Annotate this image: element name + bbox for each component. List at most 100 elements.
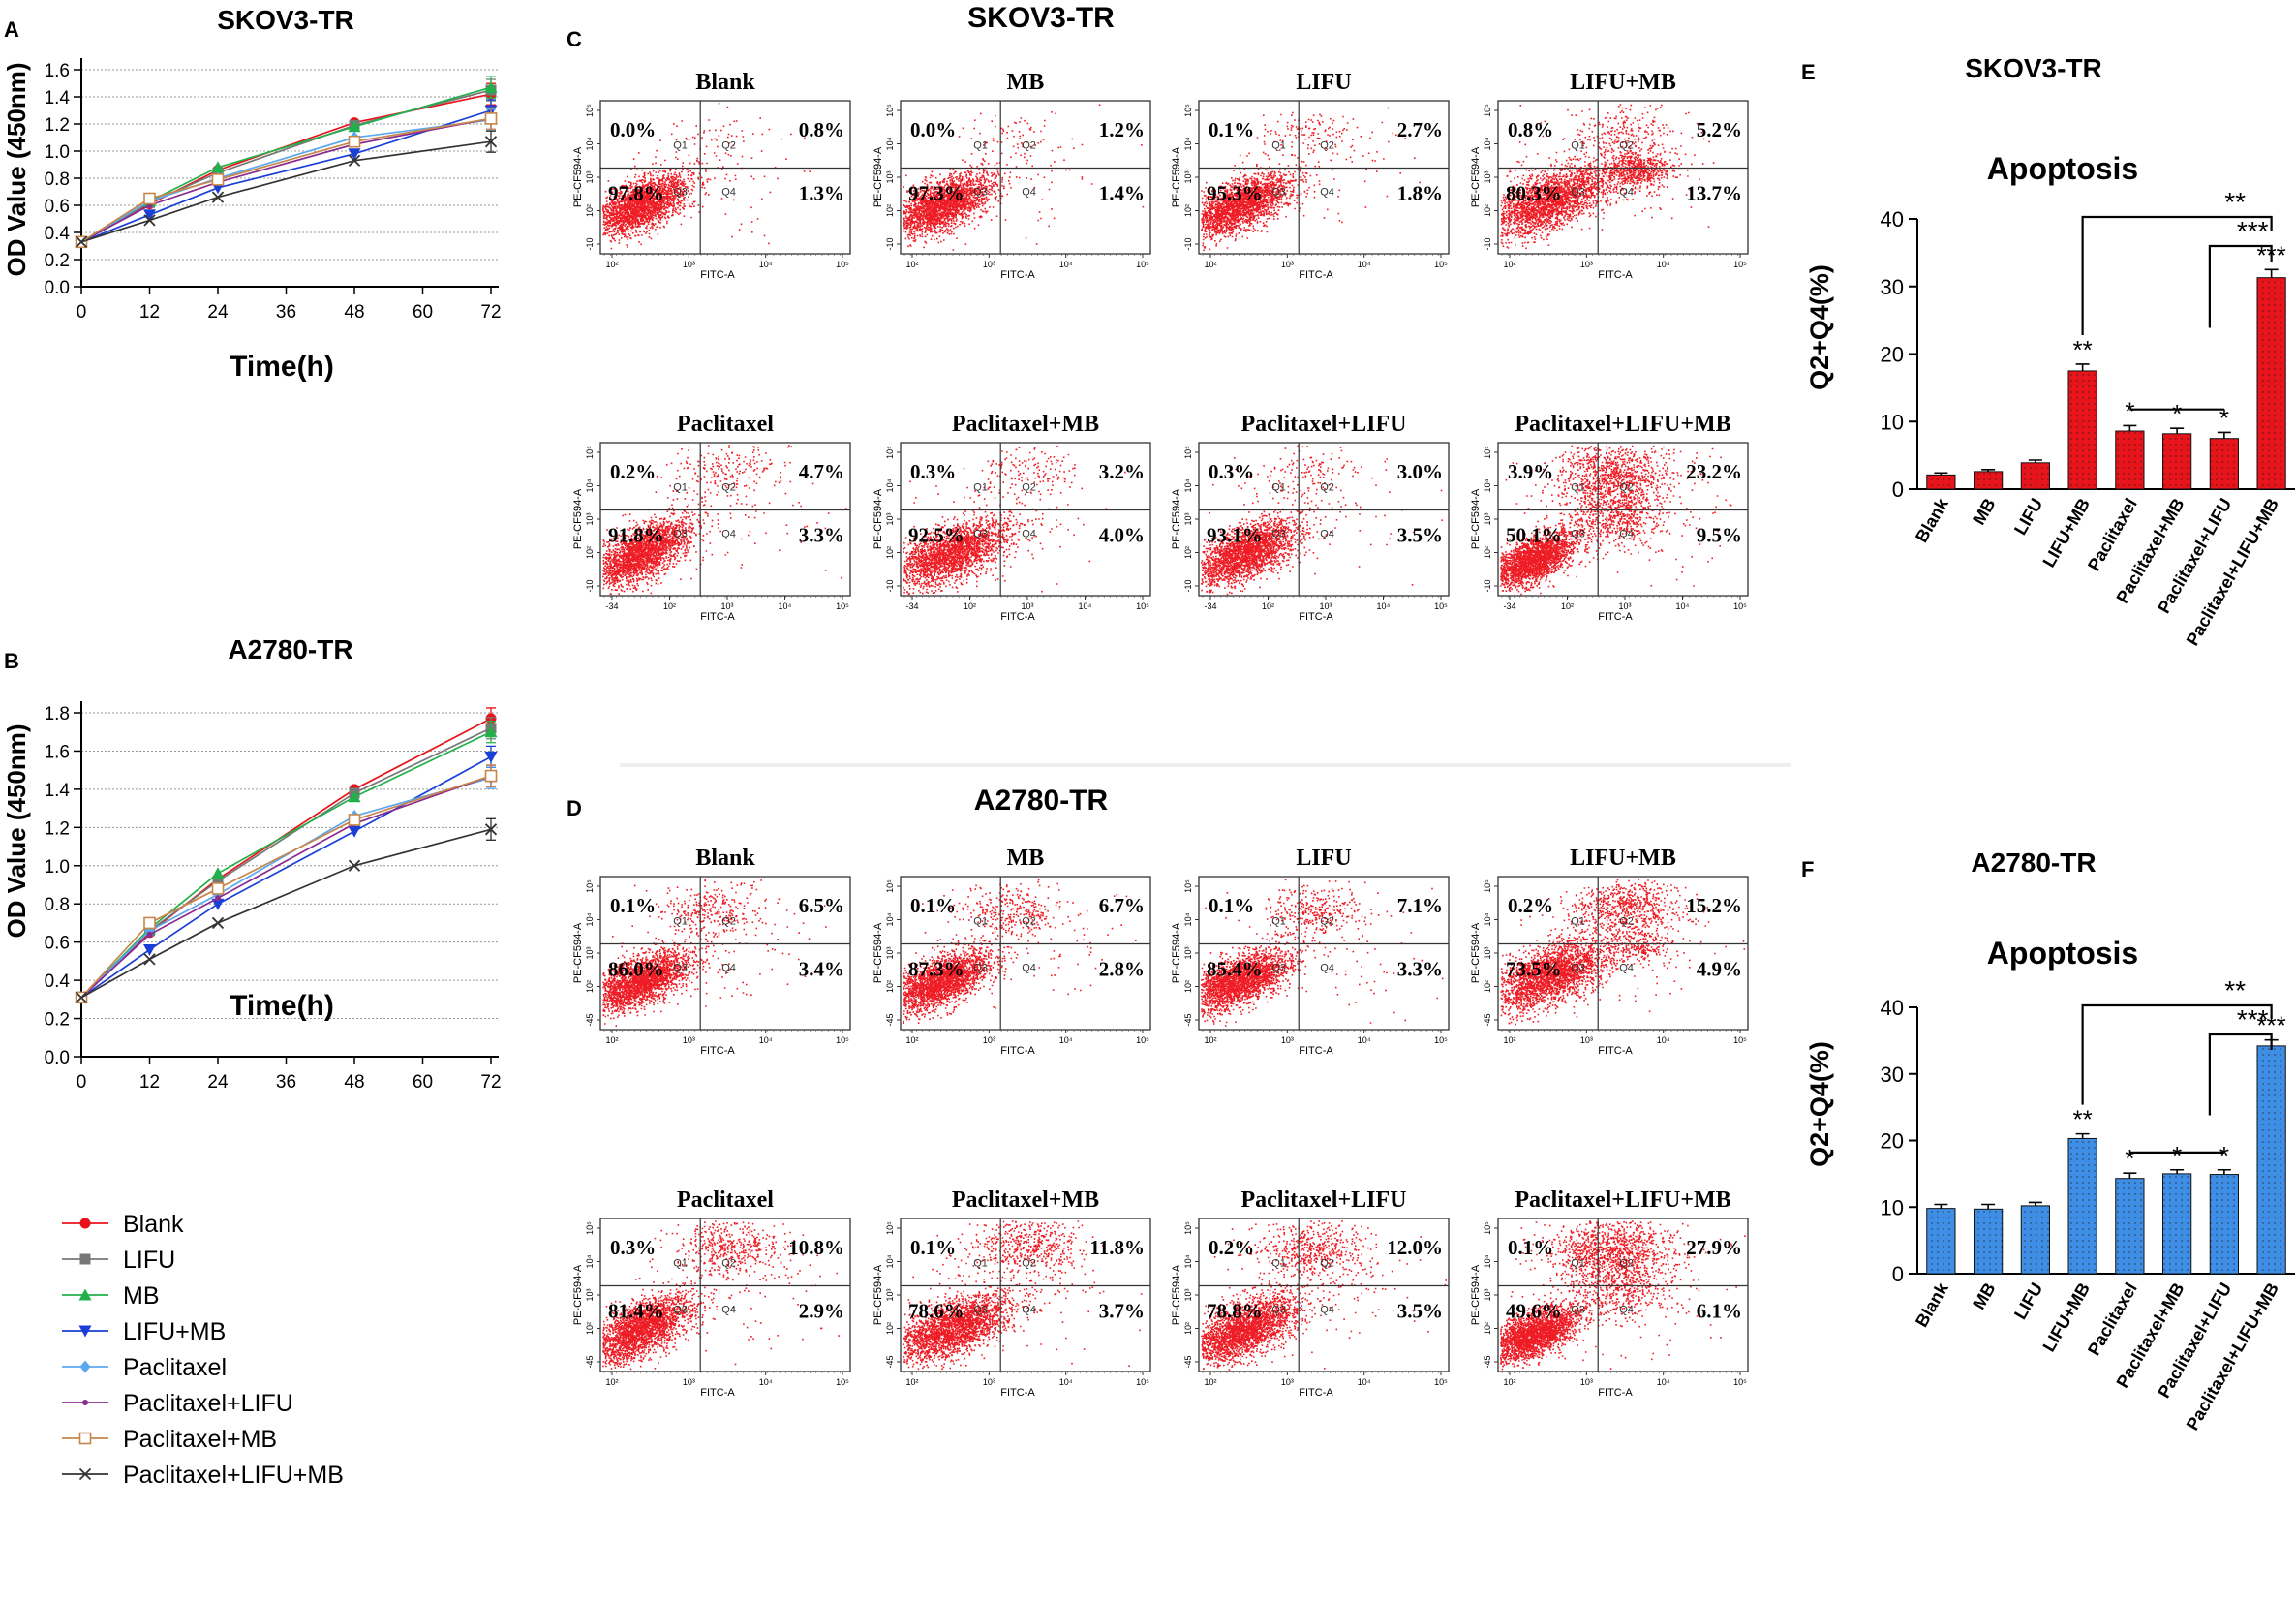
quad-label-q1: Q1 — [1571, 1258, 1585, 1270]
chart-title: SKOV3-TR — [1965, 53, 2102, 83]
quad-label-q1: Q1 — [1271, 140, 1286, 152]
quad-label-q3: Q3 — [1271, 963, 1286, 974]
flow-y-tick-label: 10² — [885, 546, 895, 559]
y-tick-label: 1.6 — [45, 61, 70, 81]
quad-label-q2: Q2 — [1320, 916, 1334, 928]
flow-y-tick-label: 10⁵ — [585, 104, 595, 117]
flow-y-tick-label: 10⁴ — [1183, 137, 1193, 150]
x-tick-label: 36 — [276, 302, 296, 323]
pct-q3: 97.8% — [608, 182, 664, 205]
quad-label-q3: Q3 — [1271, 529, 1286, 540]
quad-label-q4: Q4 — [1619, 963, 1634, 974]
flow-y-label: PE-CF594-A — [1470, 146, 1482, 207]
quad-label-q4: Q4 — [721, 1305, 736, 1316]
significance-mark: * — [2125, 1144, 2134, 1173]
legend-label: LIFU+MB — [123, 1318, 226, 1345]
flow-y-label: PE-CF594-A — [872, 1264, 884, 1325]
flow-y-label: PE-CF594-A — [1171, 146, 1182, 207]
error-bar — [2028, 1201, 2042, 1206]
legend-item: Blank — [62, 1211, 184, 1238]
quad-label-q4: Q4 — [721, 529, 736, 540]
scatter-dots — [1201, 879, 1444, 1027]
data-point — [484, 769, 498, 783]
bar-paclitaxel: * — [2115, 1144, 2145, 1275]
flow-y-tick-label: 10⁴ — [885, 137, 895, 150]
flow-y-tick-label: -45 — [885, 1355, 895, 1368]
flow-x-tick-label: 10² — [1204, 1035, 1216, 1045]
panel-label-d: D — [566, 796, 582, 820]
flow-x-label: FITC-A — [1299, 1045, 1333, 1057]
quad-label-q2: Q2 — [1619, 140, 1634, 152]
flow-plot-paclitaxel-mb: Paclitaxel+MB Q1 Q2 Q3 Q4 0.3% 3.2% 92.5% 4.0% PE… — [872, 412, 1151, 623]
pct-q3: 80.3% — [1506, 182, 1562, 205]
y-axis-label: Q2+Q4(%) — [1805, 1041, 1834, 1167]
plot-frame — [1198, 442, 1450, 597]
scatter-points — [903, 446, 1126, 596]
flow-x-tick-label: 10⁴ — [1657, 1035, 1670, 1045]
flow-plot-title: LIFU — [1296, 70, 1351, 95]
y-tick-label: 0.6 — [45, 934, 70, 954]
flow-y-tick-label: -45 — [1183, 1355, 1193, 1368]
flow-x-label: FITC-A — [700, 1387, 735, 1399]
flow-y-tick-label: 10⁴ — [585, 137, 595, 150]
flow-y-tick-label: 10² — [1483, 1322, 1492, 1335]
bar-lifu — [2020, 459, 2050, 490]
significance-mark: * — [2172, 399, 2182, 428]
pct-q2: 4.7% — [799, 460, 844, 483]
flow-x-tick-label: 10³ — [683, 1377, 695, 1387]
flow-y-label: PE-CF594-A — [872, 146, 884, 207]
bracket-line — [2208, 1033, 2273, 1116]
plot-frame — [1198, 876, 1450, 1031]
flow-plot-lifu: LIFU Q1 Q2 Q3 Q4 0.1% 7.1% 85.4% 3.3% PE-CF594-A F… — [1171, 846, 1450, 1057]
x-tick-label: LIFU+MB — [2039, 1279, 2095, 1355]
pct-q4: 3.4% — [799, 958, 844, 981]
legend-label: Paclitaxel+MB — [123, 1426, 277, 1453]
x-tick-label: 60 — [413, 302, 433, 323]
flow-y-tick-label: 10⁴ — [1483, 137, 1492, 150]
y-tick-label: 40 — [1881, 207, 1904, 231]
flow-x-tick-label: 10⁵ — [836, 1377, 849, 1387]
pct-q4: 3.7% — [1099, 1300, 1145, 1323]
flow-y-tick-label: 10³ — [585, 512, 595, 525]
flow-y-label: PE-CF594-A — [1470, 488, 1482, 549]
flow-y-tick-label: 10⁴ — [885, 912, 895, 926]
quad-label-q2: Q2 — [1022, 916, 1036, 928]
pct-q4: 1.4% — [1099, 182, 1145, 205]
flow-y-tick-label: 10³ — [1183, 946, 1193, 959]
flow-y-tick-label: 10³ — [1183, 1288, 1193, 1301]
flow-x-label: FITC-A — [1000, 1387, 1035, 1399]
legend-marker — [79, 1253, 91, 1265]
legend-label: Blank — [123, 1211, 184, 1238]
x-tick-label: Blank — [1912, 494, 1952, 545]
flow-x-tick-label: 10⁵ — [1434, 1035, 1448, 1045]
flow-y-tick-label: -10 — [885, 237, 895, 250]
flow-x-tick-label: 10⁴ — [1657, 1377, 1670, 1387]
flow-y-tick-label: 10⁵ — [1183, 1221, 1193, 1235]
y-tick-label: 20 — [1881, 1129, 1904, 1154]
flow-x-tick-label: 10³ — [983, 1377, 995, 1387]
data-point — [348, 120, 361, 133]
series-line — [80, 755, 492, 999]
error-bar — [2075, 1132, 2090, 1139]
flow-y-tick-label: 10³ — [885, 1288, 895, 1301]
error-bar — [1981, 468, 1996, 472]
series-line — [80, 86, 492, 243]
scatter-dots — [1201, 107, 1421, 252]
flow-x-tick-label: 10⁴ — [759, 260, 773, 269]
panel-label-c: C — [566, 27, 582, 51]
legend-marker — [79, 1360, 91, 1373]
bar-lifu-mb: ** — [2067, 1105, 2097, 1275]
pct-q3: 78.6% — [908, 1300, 964, 1323]
pct-q3: 87.3% — [908, 958, 964, 981]
y-tick-label: 0.0 — [45, 1048, 70, 1068]
flow-y-tick-label: 10⁵ — [585, 446, 595, 459]
flow-y-tick-label: 10³ — [1183, 512, 1193, 525]
series-mb — [75, 76, 498, 248]
flow-y-tick-label: 10³ — [1483, 1288, 1492, 1301]
y-tick-label: 1.0 — [45, 857, 70, 878]
quad-label-q1: Q1 — [973, 482, 988, 494]
bar-mb — [1974, 1203, 2004, 1275]
flow-title: SKOV3-TR — [967, 2, 1115, 34]
flow-x-tick-label: 10³ — [1580, 1377, 1593, 1387]
scatter-points — [602, 1220, 840, 1371]
